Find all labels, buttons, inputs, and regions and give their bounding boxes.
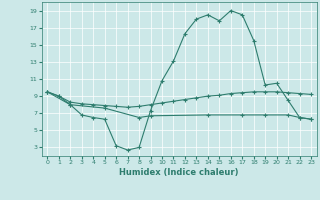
X-axis label: Humidex (Indice chaleur): Humidex (Indice chaleur) [119, 168, 239, 177]
